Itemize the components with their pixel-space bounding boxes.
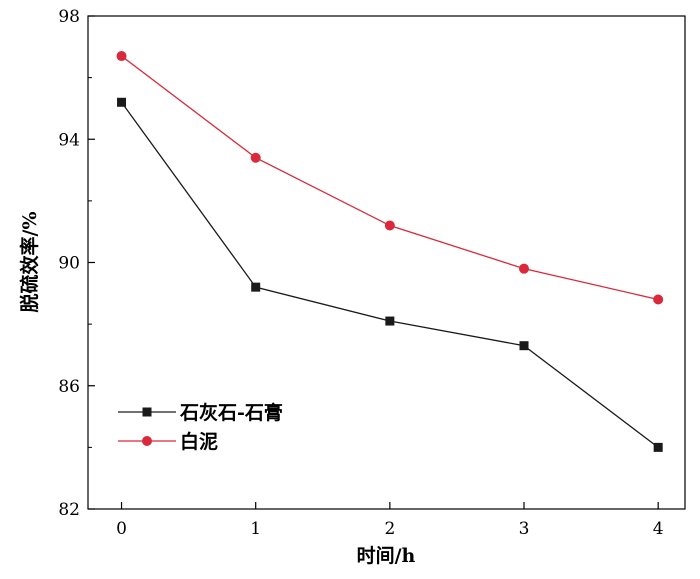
legend-label: 白泥 (180, 430, 218, 453)
x-tick-label: 2 (384, 519, 395, 539)
series-layer (116, 51, 664, 452)
series-line (121, 101, 659, 448)
series-1 (117, 97, 663, 452)
data-point (117, 97, 127, 107)
x-tick-label: 3 (519, 519, 530, 539)
x-tick-label: 1 (250, 519, 261, 539)
x-axis: 0 1 2 3 4 (116, 502, 664, 539)
data-point (385, 316, 395, 326)
y-tick-label: 86 (58, 377, 80, 397)
data-point (519, 263, 530, 274)
data-point (653, 442, 663, 452)
data-point (251, 282, 261, 292)
x-tick-label: 4 (653, 519, 664, 539)
x-axis-title: 时间/h (357, 545, 416, 567)
plot-frame (87, 15, 686, 510)
legend-item: 石灰石-石膏 (118, 401, 283, 424)
data-point (250, 152, 261, 163)
y-tick-label: 90 (58, 254, 80, 274)
y-axis: 82 86 90 94 98 (58, 7, 95, 520)
data-point (519, 341, 529, 351)
x-tick-label: 0 (116, 519, 127, 539)
y-tick-label: 94 (58, 130, 80, 150)
legend-item: 白泥 (118, 430, 218, 453)
legend-marker (142, 407, 152, 417)
data-point (384, 220, 395, 231)
data-point (116, 51, 127, 62)
legend-marker (142, 436, 152, 446)
y-axis-title: 脱硫效率/% (18, 212, 41, 313)
data-point (653, 294, 664, 305)
series-line (121, 55, 659, 301)
series-2 (116, 51, 664, 305)
y-tick-label: 82 (58, 500, 80, 520)
legend-label: 石灰石-石膏 (179, 401, 283, 424)
y-tick-label: 98 (58, 7, 80, 27)
